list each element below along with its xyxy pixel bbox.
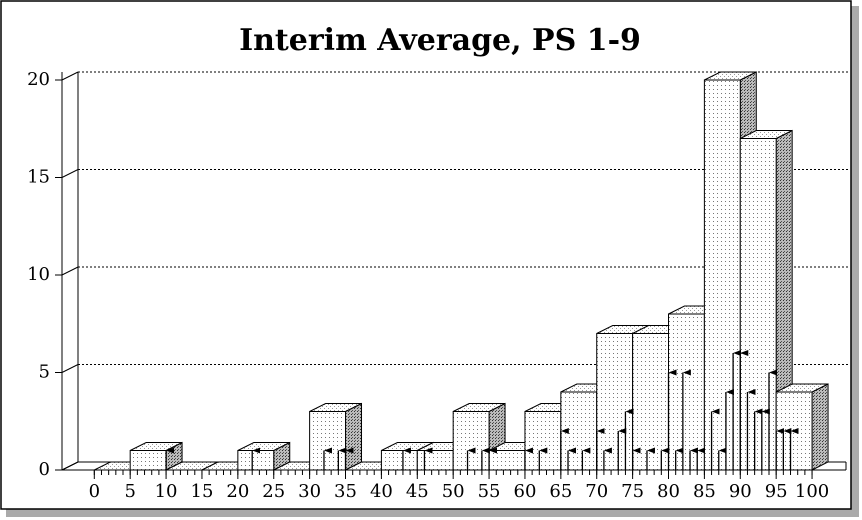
y-tick-label: 0 [39, 459, 50, 480]
y-tick-label: 5 [39, 362, 50, 383]
x-tick-label: 25 [262, 481, 285, 502]
x-tick-label: 45 [406, 481, 429, 502]
bar [380, 450, 418, 471]
bar [488, 450, 526, 471]
x-tick-label: 50 [442, 481, 465, 502]
chart-title: Interim Average, PS 1-9 [239, 23, 641, 58]
bar [452, 411, 490, 471]
bar [416, 450, 454, 471]
bar [596, 333, 634, 471]
y-tick-label: 20 [27, 69, 50, 90]
bar [129, 450, 167, 471]
y-tick-depth [61, 71, 79, 81]
y-tick-depth [61, 461, 79, 471]
bar [237, 450, 275, 471]
bar [309, 411, 347, 471]
plot: 0 5 10 15 20 0 5 10 15 20 25 30 35 40 45 50 55 60 65 70 75 80… [27, 69, 848, 502]
bar [632, 333, 670, 471]
x-tick-label: 35 [334, 481, 357, 502]
x-tick-label: 10 [155, 481, 178, 502]
x-tick-label: 65 [549, 481, 572, 502]
x-tick-label: 15 [191, 481, 214, 502]
x-tick-label: 40 [370, 481, 393, 502]
x-tick-label: 0 [89, 481, 100, 502]
x-tick-label: 20 [226, 481, 249, 502]
y-tick-depth [61, 266, 79, 276]
x-tick-label: 5 [124, 481, 135, 502]
x-tick-label: 85 [693, 481, 716, 502]
x-tick-label: 90 [729, 481, 752, 502]
x-tick-label: 75 [621, 481, 644, 502]
x-tick-label: 95 [765, 481, 788, 502]
x-tick-label: 80 [657, 481, 680, 502]
bar [703, 79, 741, 471]
bar [739, 138, 777, 471]
y-tick-label: 10 [27, 264, 50, 285]
x-tick-label: 55 [478, 481, 501, 502]
bar [560, 391, 598, 471]
x-tick-label: 30 [298, 481, 321, 502]
bar [668, 313, 705, 471]
y-tick-depth [61, 364, 79, 373]
bar-side [811, 383, 829, 471]
bar [775, 391, 813, 471]
bar-side [345, 402, 363, 471]
x-tick-label: 100 [795, 481, 829, 502]
x-tick-label: 60 [514, 481, 537, 502]
bar [524, 411, 562, 471]
y-tick-label: 15 [27, 167, 50, 188]
y-tick-depth [61, 169, 79, 178]
x-tick-label: 70 [585, 481, 608, 502]
